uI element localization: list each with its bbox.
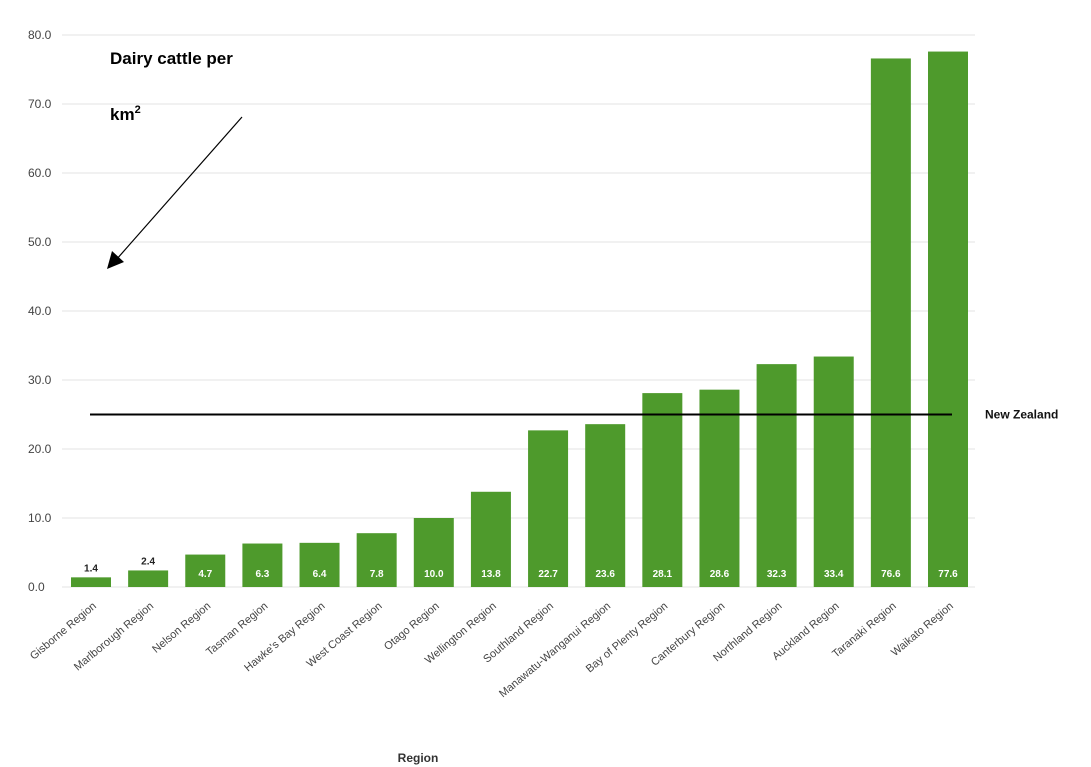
y-axis-ticks: 0.0 10.0 20.0 30.0 40.0 50.0 60.0 70.0 80.0 — [28, 28, 52, 594]
data-label: 23.6 — [595, 569, 615, 580]
bar — [870, 58, 911, 587]
data-label: 10.0 — [424, 569, 444, 580]
y-tick-label: 10.0 — [28, 511, 52, 525]
y-tick-label: 30.0 — [28, 373, 52, 387]
data-label: 33.4 — [824, 569, 844, 580]
y-tick-label: 60.0 — [28, 166, 52, 180]
x-tick-label: Nelson Region — [150, 600, 213, 656]
gridlines — [62, 34, 975, 588]
bar — [242, 543, 283, 587]
bar — [185, 554, 226, 587]
bar — [642, 393, 683, 587]
x-axis-label: Region — [398, 751, 439, 765]
data-label: 4.7 — [198, 569, 212, 580]
new-zealand-reference-label: New Zealand — [985, 408, 1058, 422]
bar — [128, 570, 169, 587]
bar — [928, 51, 968, 588]
data-label: 7.8 — [370, 569, 384, 580]
data-label: 28.6 — [710, 569, 730, 580]
y-tick-label: 20.0 — [28, 442, 52, 456]
bar — [470, 491, 511, 587]
bars — [71, 51, 968, 588]
annotation: Dairy cattle per km2 — [107, 49, 243, 269]
bar — [356, 533, 397, 587]
data-label: 6.3 — [255, 569, 269, 580]
annotation-line-2: km2 — [110, 104, 141, 124]
y-tick-label: 70.0 — [28, 97, 52, 111]
bar — [585, 424, 626, 587]
data-label: 77.6 — [938, 569, 958, 580]
data-labels: 1.4 2.4 4.7 6.3 6.4 7.8 10.0 13.8 22.7 23.6 28.1 28… — [84, 556, 958, 580]
data-label: 6.4 — [313, 569, 327, 580]
bar — [528, 430, 569, 587]
y-tick-label: 0.0 — [28, 580, 45, 594]
data-label: 2.4 — [141, 556, 155, 567]
data-label: 76.6 — [881, 569, 901, 580]
annotation-unit: km — [110, 105, 135, 124]
bar — [813, 356, 854, 587]
bar — [71, 577, 111, 587]
x-tick-label: Manawatu-Wanganui Region — [497, 600, 613, 700]
annotation-line-1: Dairy cattle per — [110, 49, 233, 68]
bar — [299, 542, 340, 587]
bar — [756, 364, 797, 587]
bar — [413, 518, 454, 587]
data-label: 1.4 — [84, 563, 98, 574]
y-tick-label: 40.0 — [28, 304, 52, 318]
data-label: 32.3 — [767, 569, 787, 580]
y-tick-label: 80.0 — [28, 28, 52, 42]
y-tick-label: 50.0 — [28, 235, 52, 249]
annotation-arrow-head — [107, 251, 124, 269]
x-tick-label: Otago Region — [382, 600, 442, 653]
x-tick-label: Waikato Region — [889, 600, 956, 659]
data-label: 22.7 — [538, 569, 558, 580]
data-label: 13.8 — [481, 569, 501, 580]
annotation-superscript: 2 — [135, 104, 141, 116]
annotation-arrow-line — [115, 116, 243, 261]
data-label: 28.1 — [653, 569, 673, 580]
bar — [699, 389, 740, 587]
